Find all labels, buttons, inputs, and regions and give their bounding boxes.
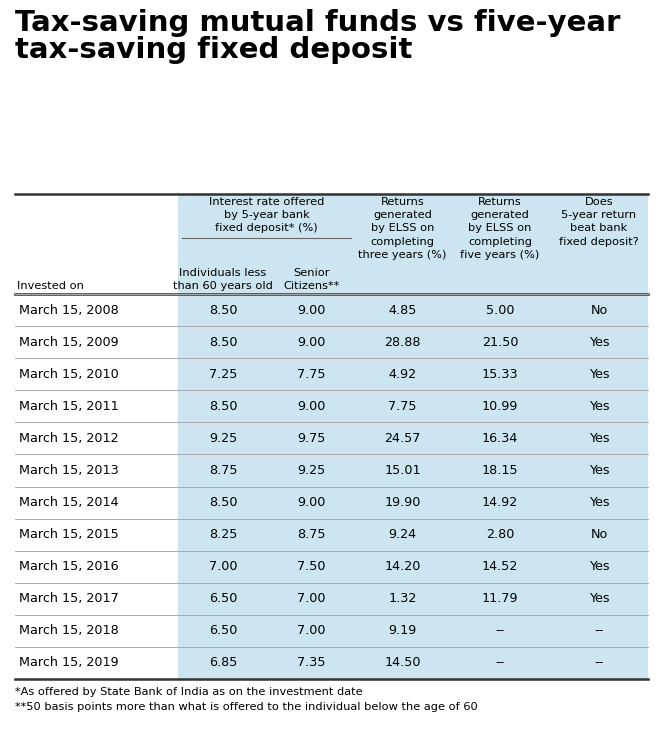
Bar <box>178 358 648 390</box>
Text: 16.34: 16.34 <box>482 432 518 445</box>
Text: 14.92: 14.92 <box>482 496 518 509</box>
Text: Returns
generated
by ELSS on
completing
three years (%): Returns generated by ELSS on completing … <box>358 197 447 260</box>
Bar <box>178 326 648 358</box>
Text: 8.50: 8.50 <box>209 304 237 316</box>
Bar <box>178 647 648 679</box>
Text: 21.50: 21.50 <box>482 336 518 349</box>
Text: March 15, 2012: March 15, 2012 <box>19 432 119 445</box>
Text: Senior
Citizens**: Senior Citizens** <box>283 268 340 291</box>
Text: 14.50: 14.50 <box>384 656 421 670</box>
Text: 9.00: 9.00 <box>297 496 325 509</box>
Text: 9.24: 9.24 <box>389 528 416 541</box>
Text: Individuals less
than 60 years old: Individuals less than 60 years old <box>173 268 273 291</box>
Text: 15.33: 15.33 <box>482 368 518 381</box>
Text: Yes: Yes <box>589 432 609 445</box>
Text: 8.50: 8.50 <box>209 400 237 413</box>
Text: --: -- <box>496 656 505 670</box>
Text: Interest rate offered
by 5-year bank
fixed deposit* (%): Interest rate offered by 5-year bank fix… <box>209 197 324 234</box>
Text: No: No <box>590 528 608 541</box>
Text: **50 basis points more than what is offered to the individual below the age of 6: **50 basis points more than what is offe… <box>15 702 478 712</box>
Text: 1.32: 1.32 <box>388 592 416 605</box>
Text: 14.52: 14.52 <box>482 560 518 573</box>
Text: March 15, 2019: March 15, 2019 <box>19 656 119 670</box>
Text: 19.90: 19.90 <box>384 496 420 509</box>
Text: Yes: Yes <box>589 496 609 509</box>
Text: 28.88: 28.88 <box>384 336 421 349</box>
Text: March 15, 2009: March 15, 2009 <box>19 336 119 349</box>
Text: Yes: Yes <box>589 464 609 477</box>
Text: March 15, 2013: March 15, 2013 <box>19 464 119 477</box>
Bar <box>178 615 648 647</box>
Text: Yes: Yes <box>589 592 609 605</box>
Text: 9.19: 9.19 <box>388 624 416 637</box>
Text: Tax-saving mutual funds vs five-year: Tax-saving mutual funds vs five-year <box>15 9 620 37</box>
Text: 7.00: 7.00 <box>297 624 326 637</box>
Text: --: -- <box>595 656 604 670</box>
Text: 4.85: 4.85 <box>388 304 416 316</box>
Text: 9.25: 9.25 <box>209 432 237 445</box>
Text: 6.85: 6.85 <box>209 656 237 670</box>
Text: March 15, 2015: March 15, 2015 <box>19 528 119 541</box>
Text: 9.75: 9.75 <box>297 432 325 445</box>
Bar <box>178 194 648 294</box>
Text: *As offered by State Bank of India as on the investment date: *As offered by State Bank of India as on… <box>15 687 362 697</box>
Text: Yes: Yes <box>589 400 609 413</box>
Text: March 15, 2018: March 15, 2018 <box>19 624 119 637</box>
Text: 9.00: 9.00 <box>297 304 325 316</box>
Text: Invested on: Invested on <box>17 281 84 291</box>
Text: 24.57: 24.57 <box>384 432 420 445</box>
Bar <box>178 583 648 615</box>
Text: 7.25: 7.25 <box>209 368 237 381</box>
Text: March 15, 2017: March 15, 2017 <box>19 592 119 605</box>
Text: March 15, 2010: March 15, 2010 <box>19 368 119 381</box>
Text: 8.25: 8.25 <box>209 528 237 541</box>
Text: 7.35: 7.35 <box>297 656 326 670</box>
Text: tax-saving fixed deposit: tax-saving fixed deposit <box>15 36 412 64</box>
Bar <box>178 551 648 583</box>
Text: 5.00: 5.00 <box>486 304 514 316</box>
Text: 6.50: 6.50 <box>209 624 237 637</box>
Text: Does
5-year return
beat bank
fixed deposit?: Does 5-year return beat bank fixed depos… <box>559 197 639 247</box>
Text: 7.75: 7.75 <box>297 368 326 381</box>
Text: 8.75: 8.75 <box>209 464 237 477</box>
Text: 8.50: 8.50 <box>209 336 237 349</box>
Text: --: -- <box>496 624 505 637</box>
Text: 14.20: 14.20 <box>384 560 420 573</box>
Text: 9.00: 9.00 <box>297 400 325 413</box>
Text: Yes: Yes <box>589 368 609 381</box>
Bar <box>178 486 648 519</box>
Text: 9.25: 9.25 <box>298 464 325 477</box>
Bar <box>178 454 648 486</box>
Text: 2.80: 2.80 <box>486 528 514 541</box>
Text: Returns
generated
by ELSS on
completing
five years (%): Returns generated by ELSS on completing … <box>461 197 540 260</box>
Text: 4.92: 4.92 <box>389 368 416 381</box>
Text: 9.00: 9.00 <box>297 336 325 349</box>
Text: 11.79: 11.79 <box>482 592 518 605</box>
Text: March 15, 2011: March 15, 2011 <box>19 400 119 413</box>
Bar <box>178 390 648 422</box>
Text: 7.00: 7.00 <box>209 560 237 573</box>
Text: 18.15: 18.15 <box>482 464 518 477</box>
Text: 7.50: 7.50 <box>297 560 326 573</box>
Text: March 15, 2016: March 15, 2016 <box>19 560 119 573</box>
Text: 8.75: 8.75 <box>297 528 326 541</box>
Text: --: -- <box>595 624 604 637</box>
Bar <box>178 519 648 551</box>
Text: 7.00: 7.00 <box>297 592 326 605</box>
Bar <box>178 294 648 326</box>
Bar <box>178 422 648 454</box>
Text: 10.99: 10.99 <box>482 400 518 413</box>
Text: March 15, 2008: March 15, 2008 <box>19 304 119 316</box>
Text: Yes: Yes <box>589 560 609 573</box>
Text: 7.75: 7.75 <box>388 400 416 413</box>
Text: No: No <box>590 304 608 316</box>
Text: 8.50: 8.50 <box>209 496 237 509</box>
Text: March 15, 2014: March 15, 2014 <box>19 496 119 509</box>
Text: 6.50: 6.50 <box>209 592 237 605</box>
Text: Yes: Yes <box>589 336 609 349</box>
Text: 15.01: 15.01 <box>384 464 421 477</box>
